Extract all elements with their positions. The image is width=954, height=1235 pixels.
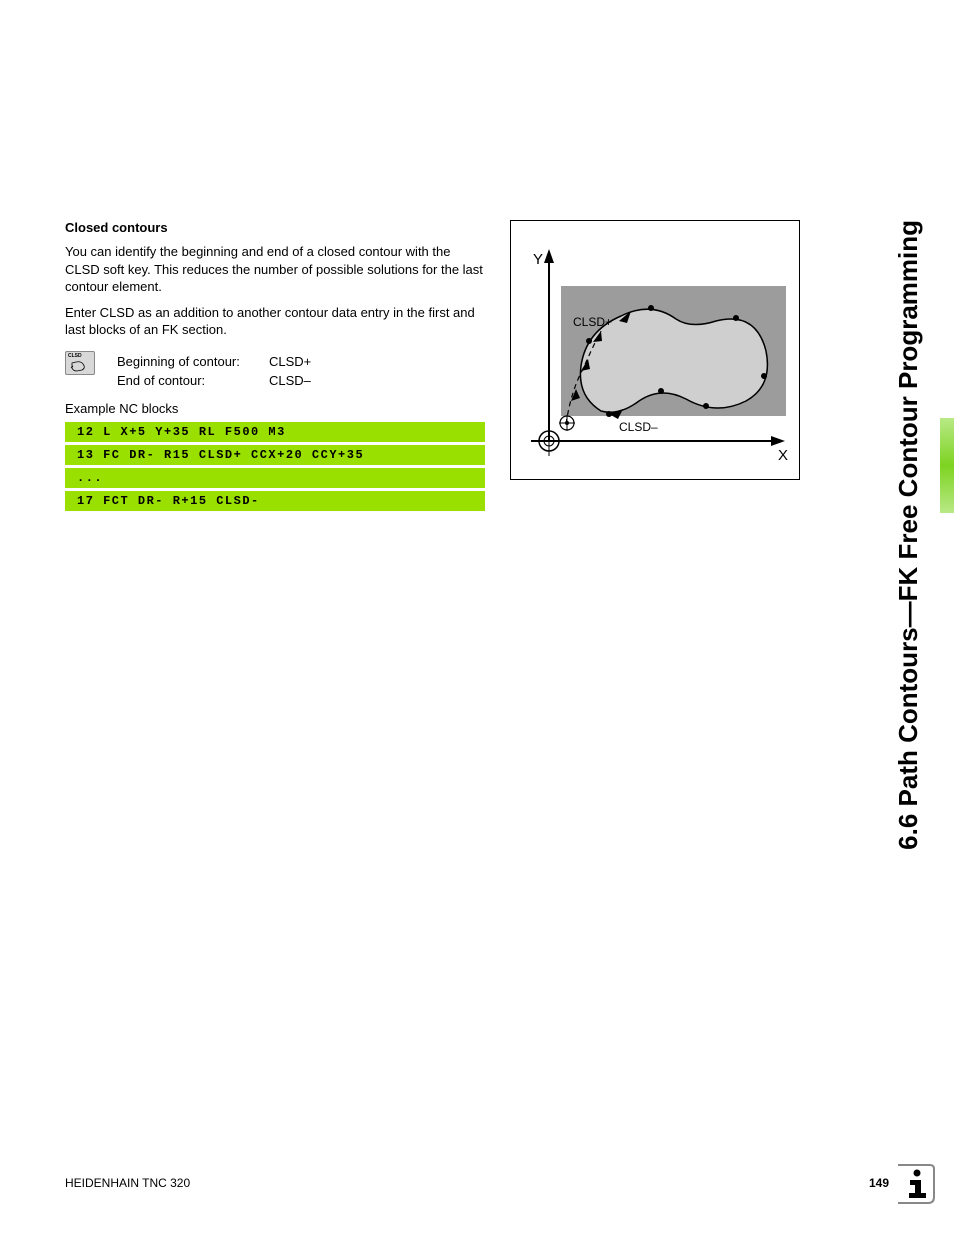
- footer-left-text: HEIDENHAIN TNC 320: [65, 1176, 190, 1190]
- nc-block: 13 FC DR- R15 CLSD+ CCX+20 CCY+35: [65, 445, 485, 465]
- def-end-value: CLSD–: [269, 372, 339, 389]
- definition-table: Beginning of contour: CLSD+ End of conto…: [115, 351, 341, 391]
- nc-block: 12 L X+5 Y+35 RL F500 M3: [65, 422, 485, 442]
- clsd-minus-label: CLSD–: [619, 420, 658, 434]
- accent-bar: [940, 418, 954, 513]
- left-column: Closed contours You can identify the beg…: [65, 220, 485, 514]
- def-begin-value: CLSD+: [269, 353, 339, 370]
- clsd-plus-label: CLSD+: [573, 315, 612, 329]
- info-icon: [896, 1163, 936, 1205]
- def-end-label: End of contour:: [117, 372, 267, 389]
- x-axis-label: X: [778, 447, 788, 464]
- paragraph-1: You can identify the beginning and end o…: [65, 243, 485, 296]
- definition-row: Beginning of contour: CLSD+: [117, 353, 339, 370]
- y-axis-label: Y: [533, 251, 543, 268]
- chapter-sidebar-title: 6.6 Path Contours—FK Free Contour Progra…: [893, 220, 924, 850]
- paragraph-2: Enter CLSD as an addition to another con…: [65, 304, 485, 339]
- clsd-softkey-icon: CLSD: [65, 351, 95, 375]
- example-label: Example NC blocks: [65, 401, 485, 416]
- nc-block: 17 FCT DR- R+15 CLSD-: [65, 491, 485, 511]
- definition-row: End of contour: CLSD–: [117, 372, 339, 389]
- section-heading: Closed contours: [65, 220, 485, 235]
- page-footer: HEIDENHAIN TNC 320 149: [65, 1176, 889, 1190]
- page-number: 149: [869, 1176, 889, 1190]
- contour-diagram: Y X CLSD+ CLSD–: [510, 220, 800, 480]
- def-begin-label: Beginning of contour:: [117, 353, 267, 370]
- nc-block: ...: [65, 468, 485, 488]
